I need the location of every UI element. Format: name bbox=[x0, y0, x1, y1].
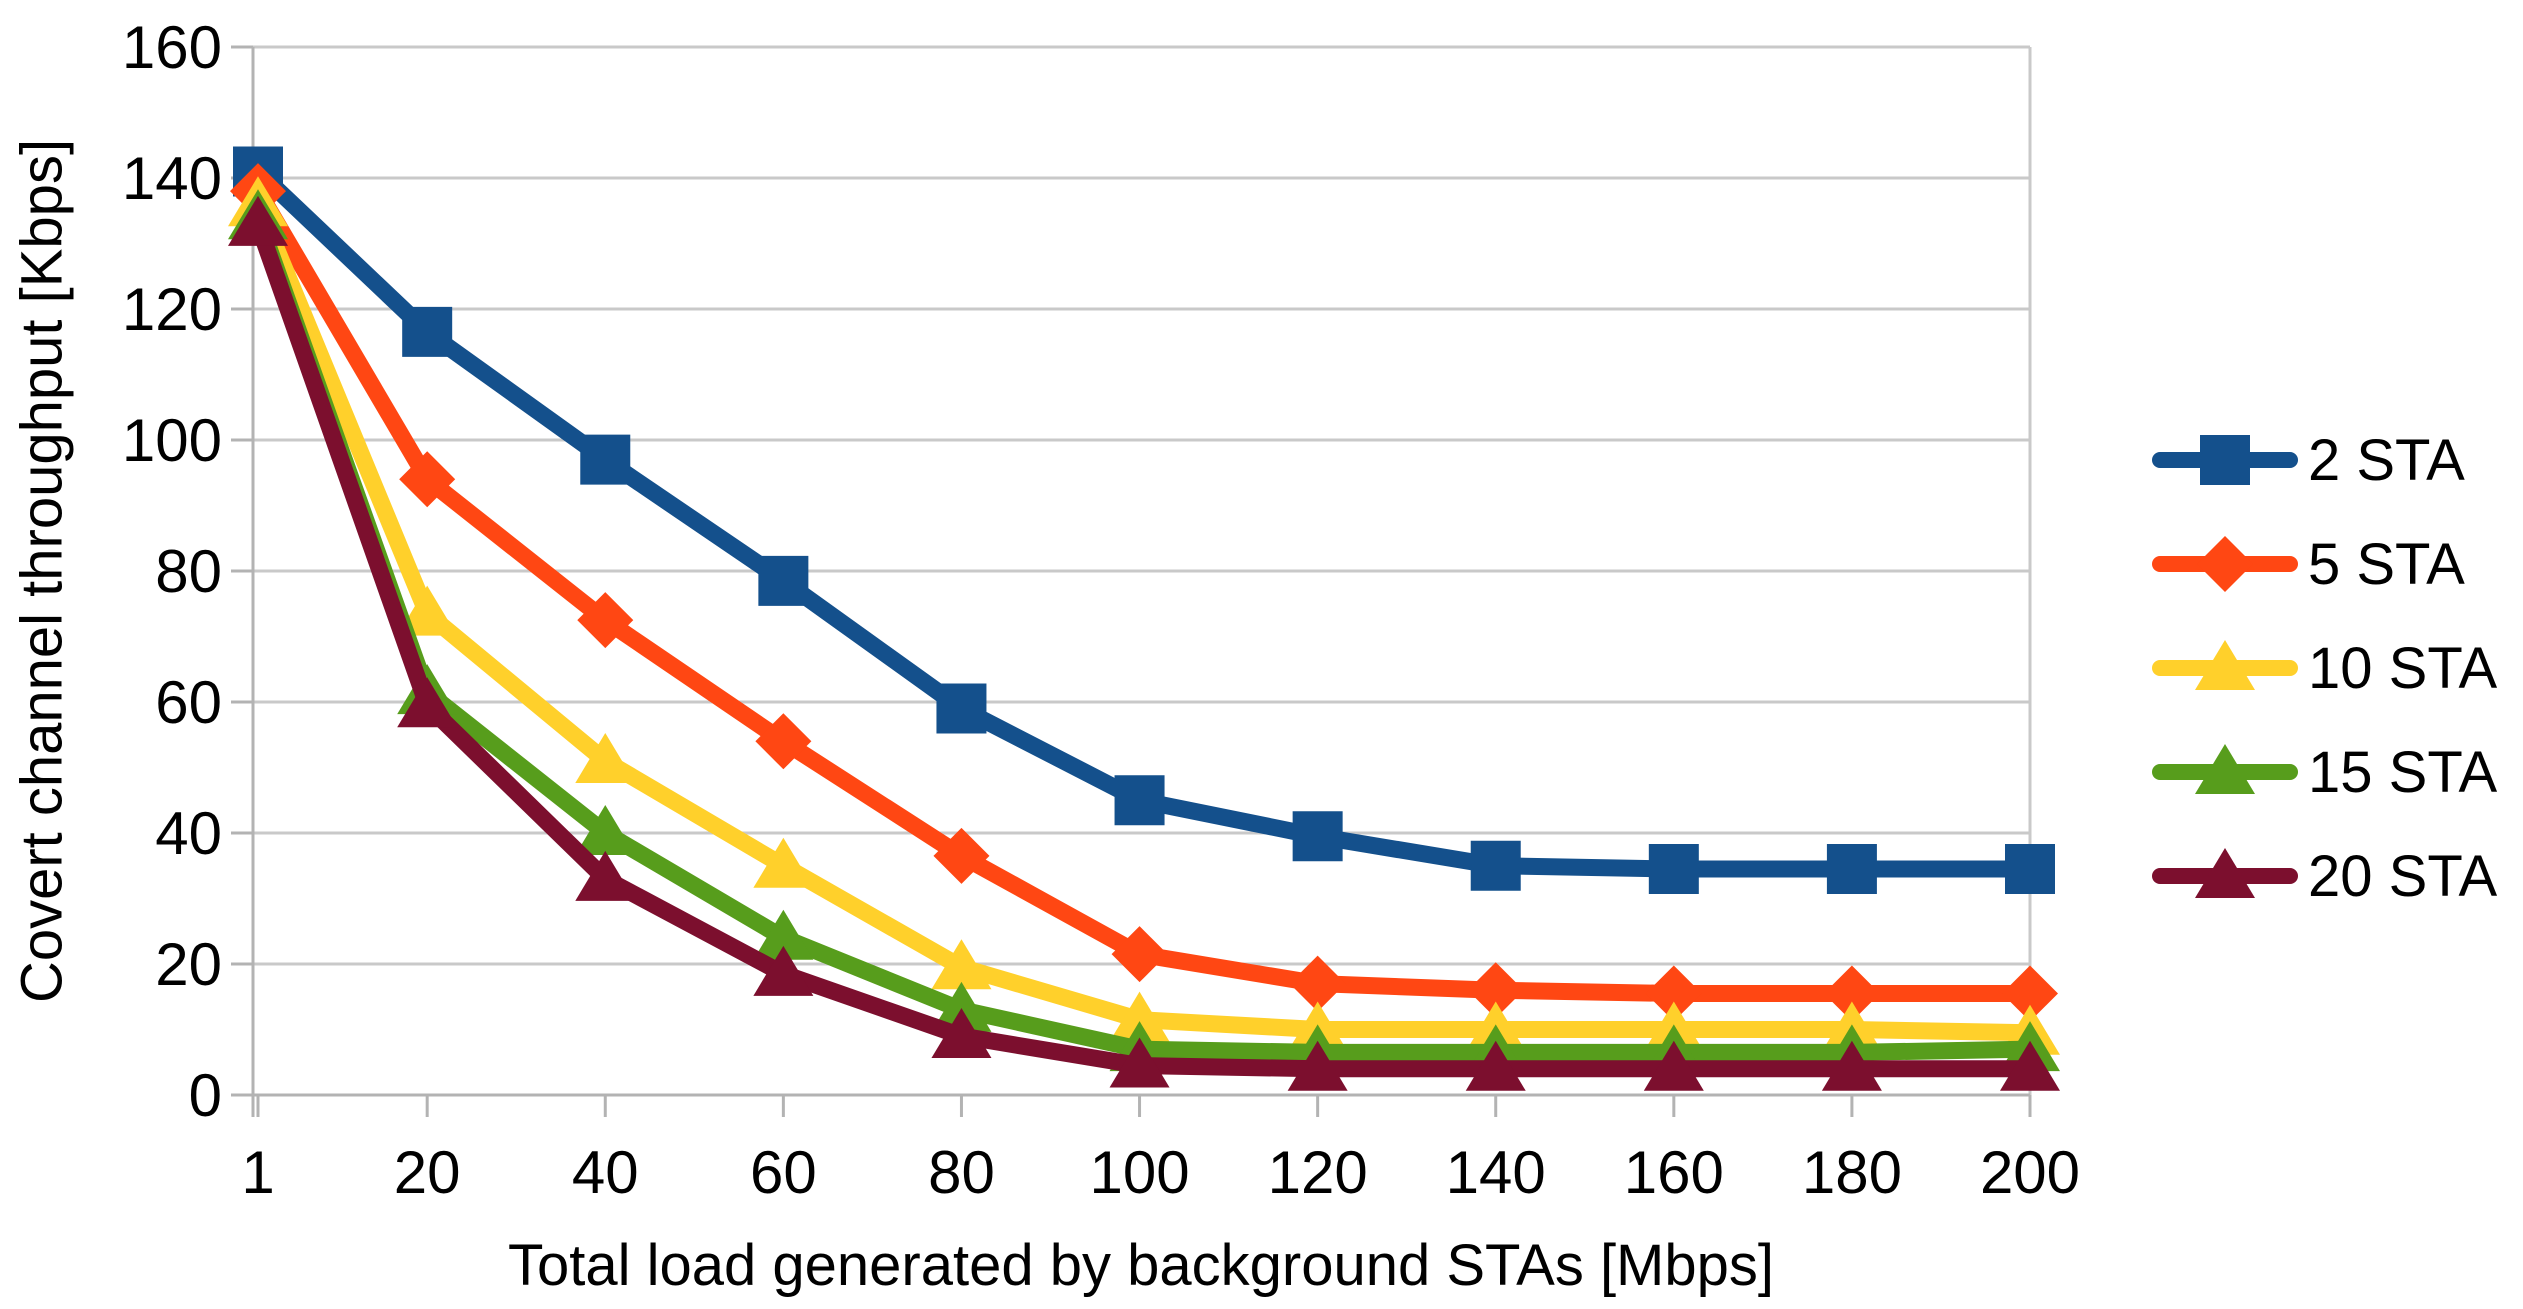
x-tick-label: 160 bbox=[1624, 1139, 1724, 1206]
marker-5-sta bbox=[1823, 965, 1880, 1022]
legend-swatch-diamond-icon bbox=[2152, 536, 2298, 592]
marker-2-sta bbox=[758, 555, 809, 606]
marker-10-sta bbox=[931, 939, 992, 990]
y-tick-label: 60 bbox=[155, 669, 222, 736]
marker-10-sta bbox=[397, 585, 458, 636]
legend-item-5-sta: 5 STA bbox=[2150, 512, 2497, 616]
marker-2-sta bbox=[1826, 844, 1877, 895]
x-tick-label: 80 bbox=[928, 1139, 995, 1206]
legend-item-20-sta: 20 STA bbox=[2150, 824, 2497, 928]
marker-5-sta bbox=[933, 827, 990, 884]
legend-item-15-sta: 15 STA bbox=[2150, 720, 2497, 824]
legend-label: 20 STA bbox=[2308, 843, 2498, 909]
y-tick-label: 20 bbox=[155, 931, 222, 998]
marker-2-sta bbox=[402, 306, 453, 357]
x-tick-label: 40 bbox=[572, 1139, 639, 1206]
marker-5-sta bbox=[1467, 962, 1524, 1019]
marker-2-sta bbox=[1648, 844, 1699, 895]
marker-5-sta bbox=[755, 713, 812, 770]
y-tick-label: 0 bbox=[189, 1062, 222, 1129]
legend-label: 10 STA bbox=[2308, 635, 2498, 701]
marker-2-sta bbox=[936, 683, 987, 734]
marker-20-sta bbox=[228, 195, 288, 246]
x-tick-label: 100 bbox=[1089, 1139, 1189, 1206]
y-axis-title: Covert channel throughput [Kbps] bbox=[9, 138, 75, 1004]
legend-label: 2 STA bbox=[2308, 427, 2465, 493]
marker-15-sta bbox=[931, 981, 992, 1032]
series-line-15-sta bbox=[249, 208, 2039, 1061]
y-tick-label: 140 bbox=[122, 145, 222, 212]
marker-20-sta bbox=[753, 945, 814, 996]
legend-swatch-square-icon bbox=[2152, 435, 2298, 485]
y-tick-label: 120 bbox=[122, 276, 222, 343]
marker-20-sta bbox=[931, 1008, 992, 1059]
y-tick-label: 80 bbox=[155, 538, 222, 605]
marker-10-sta bbox=[753, 837, 814, 888]
x-tick-label: 140 bbox=[1446, 1139, 1546, 1206]
legend: 2 STA 5 STA 10 STA 15 STA 20 STA bbox=[2150, 408, 2497, 928]
marker-2-sta bbox=[1114, 775, 1165, 826]
legend-swatch-triangle-icon bbox=[2152, 640, 2298, 690]
marker-20-sta bbox=[1821, 1040, 1882, 1091]
x-axis-title: Total load generated by background STAs … bbox=[507, 1233, 1775, 1298]
marker-20-sta bbox=[397, 677, 458, 728]
marker-20-sta bbox=[1465, 1040, 1526, 1091]
marker-5-sta bbox=[1111, 926, 1168, 983]
x-tick-label: 1 bbox=[241, 1139, 274, 1206]
marker-5-sta bbox=[2002, 965, 2058, 1022]
y-tick-label: 160 bbox=[122, 14, 222, 81]
series-line-10-sta bbox=[249, 195, 2039, 1042]
marker-20-sta bbox=[1109, 1037, 1170, 1088]
x-tick-label: 120 bbox=[1268, 1139, 1368, 1206]
marker-2-sta bbox=[1470, 840, 1521, 891]
marker-15-sta bbox=[575, 805, 636, 855]
marker-20-sta bbox=[2000, 1040, 2060, 1091]
marker-5-sta bbox=[577, 592, 634, 649]
marker-5-sta bbox=[1289, 955, 1346, 1012]
marker-2-sta bbox=[2005, 844, 2055, 895]
x-tick-label: 60 bbox=[750, 1139, 817, 1206]
legend-item-2-sta: 2 STA bbox=[2150, 408, 2497, 512]
legend-label: 5 STA bbox=[2308, 531, 2465, 597]
x-tick-label: 20 bbox=[394, 1139, 461, 1206]
marker-5-sta bbox=[399, 451, 456, 508]
marker-10-sta bbox=[1109, 991, 1170, 1042]
marker-20-sta bbox=[575, 850, 636, 901]
legend-swatch-triangle-icon bbox=[2152, 744, 2298, 794]
marker-5-sta bbox=[1645, 965, 1702, 1022]
marker-10-sta bbox=[575, 732, 636, 783]
x-tick-label: 200 bbox=[1980, 1139, 2080, 1206]
legend-item-10-sta: 10 STA bbox=[2150, 616, 2497, 720]
marker-2-sta bbox=[580, 434, 631, 485]
legend-swatch-triangle-icon bbox=[2152, 848, 2298, 898]
legend-label: 15 STA bbox=[2308, 739, 2498, 805]
marker-2-sta bbox=[1292, 811, 1343, 862]
marker-15-sta bbox=[753, 909, 814, 960]
y-tick-label: 40 bbox=[155, 800, 222, 867]
marker-20-sta bbox=[1287, 1040, 1348, 1091]
x-tick-label: 180 bbox=[1802, 1139, 1902, 1206]
y-tick-label: 100 bbox=[122, 407, 222, 474]
marker-20-sta bbox=[1643, 1040, 1704, 1091]
